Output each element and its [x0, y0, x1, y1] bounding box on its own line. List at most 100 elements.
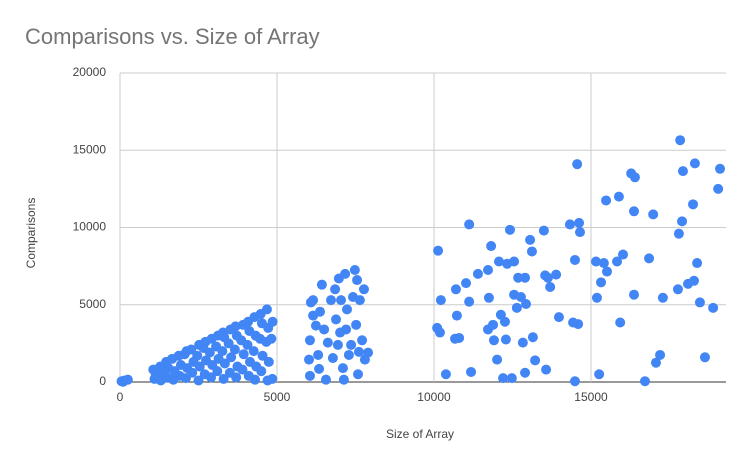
point: [342, 304, 353, 315]
x-tick-label: 15000: [574, 390, 608, 404]
point: [629, 172, 640, 183]
point: [493, 256, 504, 267]
point: [648, 209, 659, 220]
point: [353, 346, 364, 357]
point: [229, 344, 240, 355]
point: [349, 264, 360, 275]
point: [569, 254, 580, 265]
point: [655, 349, 666, 360]
point: [257, 350, 268, 361]
point: [351, 319, 362, 330]
point: [644, 253, 655, 264]
point: [461, 278, 472, 289]
point: [629, 289, 640, 300]
point: [699, 352, 710, 363]
point: [267, 316, 278, 327]
point: [598, 258, 609, 269]
point: [542, 272, 553, 283]
point: [226, 352, 237, 363]
point: [187, 367, 198, 378]
point: [332, 339, 343, 350]
x-tick-label: 0: [117, 390, 124, 404]
x-tick-label: 10000: [417, 390, 451, 404]
point: [340, 268, 351, 279]
point: [538, 225, 549, 236]
point: [267, 373, 278, 384]
y-tick-label: 10000: [73, 220, 107, 234]
point: [613, 191, 624, 202]
point: [486, 241, 497, 252]
point: [320, 374, 331, 385]
point: [248, 346, 259, 357]
point: [657, 292, 668, 303]
point: [482, 264, 493, 275]
point: [238, 349, 249, 360]
point: [335, 327, 346, 338]
point: [504, 224, 515, 235]
point: [527, 332, 538, 343]
point: [319, 324, 330, 335]
point: [223, 338, 234, 349]
point: [343, 349, 354, 360]
point: [330, 284, 341, 295]
point: [517, 337, 528, 348]
point: [492, 354, 503, 365]
point: [688, 275, 699, 286]
point: [263, 356, 274, 367]
point: [451, 310, 462, 321]
point: [358, 284, 369, 295]
point: [310, 320, 321, 331]
point: [672, 284, 683, 295]
point: [488, 335, 499, 346]
point: [594, 369, 605, 380]
point: [315, 306, 326, 317]
point: [250, 374, 261, 385]
point: [346, 339, 357, 350]
point: [572, 159, 583, 170]
point: [326, 295, 337, 306]
point: [212, 366, 223, 377]
x-tick-label: 5000: [264, 390, 291, 404]
point: [689, 158, 700, 169]
point: [506, 373, 517, 384]
point: [217, 327, 228, 338]
point: [500, 334, 511, 345]
point: [304, 354, 315, 365]
point: [688, 199, 699, 210]
y-tick-label: 20000: [73, 65, 107, 79]
point: [677, 166, 688, 177]
point: [639, 376, 650, 387]
point: [591, 256, 602, 267]
point: [629, 206, 640, 217]
point: [322, 337, 333, 348]
point: [434, 327, 445, 338]
y-axis-label: Comparisons: [24, 198, 38, 269]
point: [520, 298, 531, 309]
point: [218, 373, 229, 384]
point: [553, 312, 564, 323]
point: [715, 163, 726, 174]
point: [206, 372, 217, 383]
point: [118, 376, 129, 387]
point: [483, 292, 494, 303]
point: [708, 302, 719, 313]
point: [186, 344, 197, 355]
point: [694, 297, 705, 308]
point: [230, 321, 241, 332]
point: [194, 361, 205, 372]
point: [338, 374, 349, 385]
point: [513, 272, 524, 283]
point: [574, 217, 585, 228]
point: [316, 279, 327, 290]
point: [472, 268, 483, 279]
point: [314, 363, 325, 374]
point: [499, 316, 510, 327]
point: [327, 353, 338, 364]
point: [612, 256, 623, 267]
point: [313, 349, 324, 360]
point: [352, 275, 363, 286]
point: [464, 296, 475, 307]
point: [673, 228, 684, 239]
point: [591, 292, 602, 303]
